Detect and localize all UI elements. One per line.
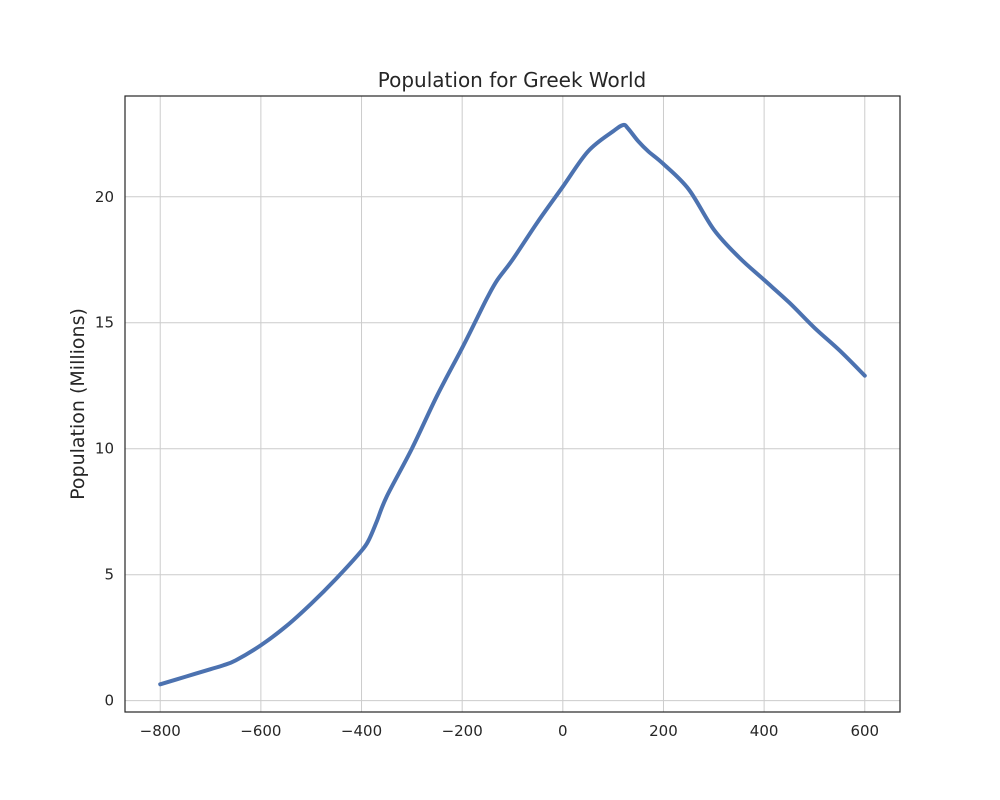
x-tick-label: 200 [649, 722, 678, 740]
chart-title: Population for Greek World [378, 68, 646, 92]
y-tick-label: 10 [95, 440, 114, 458]
y-axis-ticks: 0 5 10 15 20 [95, 188, 114, 710]
y-axis-label: Population (Millions) [67, 308, 89, 500]
x-tick-label: 600 [850, 722, 879, 740]
grid-layer [125, 96, 900, 712]
x-tick-label: 400 [750, 722, 779, 740]
y-tick-label: 5 [104, 566, 114, 584]
series-line-0 [158, 122, 867, 687]
y-tick-label: 15 [95, 314, 114, 332]
y-tick-label: 20 [95, 188, 114, 206]
x-tick-label: −600 [240, 722, 281, 740]
x-tick-label: 0 [558, 722, 568, 740]
x-tick-label: −400 [341, 722, 382, 740]
x-axis-ticks: −800 −600 −400 −200 0 200 400 600 [140, 722, 879, 740]
series-layer [158, 122, 867, 687]
y-tick-label: 0 [104, 692, 114, 710]
x-tick-label: −200 [442, 722, 483, 740]
x-tick-label: −800 [140, 722, 181, 740]
plot-frame [124, 95, 901, 713]
